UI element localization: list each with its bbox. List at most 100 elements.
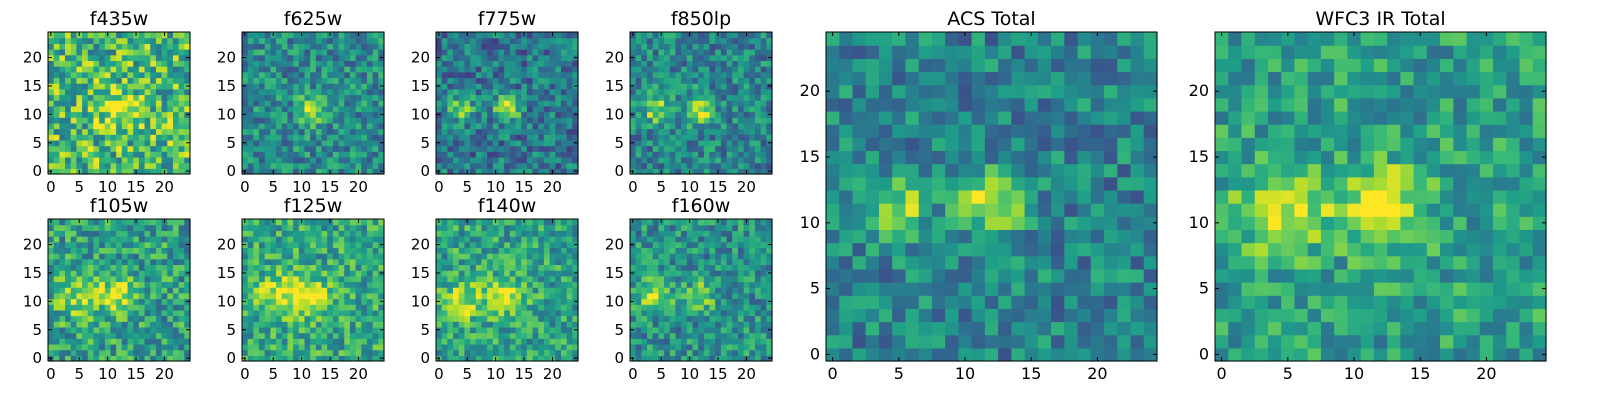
- heatmap-cell: [441, 315, 448, 322]
- heatmap-cell: [110, 71, 117, 79]
- heatmap-cell: [355, 49, 362, 56]
- heatmap-cell: [70, 100, 77, 107]
- heatmap-cell: [532, 71, 539, 79]
- heatmap-cell: [669, 281, 677, 288]
- heatmap-cell: [737, 83, 745, 90]
- heatmap-cell: [304, 54, 311, 61]
- heatmap-cell: [298, 292, 306, 300]
- heatmap-cell: [658, 77, 665, 84]
- heatmap-cell: [242, 117, 249, 124]
- heatmap-cell: [675, 162, 682, 169]
- heatmap-cell: [144, 105, 151, 113]
- heatmap-cell: [378, 66, 385, 73]
- heatmap-cell: [93, 292, 100, 300]
- heatmap-cell: [127, 66, 134, 73]
- heatmap-cell: [53, 134, 60, 141]
- heatmap-cell: [355, 88, 362, 96]
- heatmap-cell: [372, 37, 379, 44]
- heatmap-cell: [355, 134, 362, 141]
- heatmap-cell: [475, 83, 483, 90]
- heatmap-cell: [453, 139, 460, 147]
- heatmap-cell: [515, 156, 522, 164]
- heatmap-cell: [509, 66, 517, 73]
- heatmap-cell: [144, 321, 151, 328]
- heatmap-cell: [686, 315, 694, 322]
- heatmap-cell: [378, 224, 385, 231]
- heatmap-cell: [709, 77, 716, 84]
- heatmap-cell: [470, 219, 477, 226]
- heatmap-cell: [481, 66, 488, 73]
- heatmap-cell: [93, 241, 100, 248]
- heatmap-cell: [150, 309, 157, 317]
- heatmap-cell: [709, 43, 716, 50]
- heatmap-cell: [675, 298, 682, 305]
- heatmap-cell: [344, 219, 351, 226]
- heatmap-cell: [281, 117, 289, 124]
- heatmap-cell: [720, 343, 728, 351]
- heatmap-cell: [253, 343, 260, 351]
- heatmap-cell: [509, 105, 517, 113]
- heatmap-cell: [635, 105, 642, 113]
- heatmap-cell: [487, 241, 494, 248]
- heatmap-cell: [641, 66, 648, 73]
- heatmap-cell: [76, 315, 83, 322]
- heatmap-cell: [543, 292, 551, 300]
- heatmap-cell: [458, 139, 465, 147]
- heatmap-cell: [498, 275, 505, 283]
- heatmap-cell: [372, 315, 379, 322]
- heatmap-cell: [458, 236, 465, 243]
- heatmap-cell: [481, 37, 488, 44]
- heatmap-cell: [532, 338, 539, 345]
- heatmap-cell: [264, 54, 271, 61]
- heatmap-cell: [521, 224, 528, 231]
- heatmap-cell: [349, 49, 357, 56]
- heatmap-cell: [344, 304, 351, 311]
- heatmap-cell: [138, 349, 146, 356]
- heatmap-cell: [749, 37, 756, 44]
- heatmap-cell: [526, 128, 534, 135]
- heatmap-cell: [293, 287, 300, 294]
- heatmap-cell: [749, 134, 756, 141]
- heatmap-cell: [737, 292, 745, 300]
- heatmap-cell: [766, 162, 773, 169]
- heatmap-cell: [743, 117, 750, 124]
- heatmap-cell: [538, 332, 545, 339]
- heatmap-cell: [361, 258, 368, 266]
- heatmap-cell: [355, 145, 362, 152]
- heatmap-cell: [293, 275, 300, 283]
- heatmap-cell: [65, 241, 72, 248]
- heatmap-cell: [184, 100, 191, 107]
- heatmap-cell: [698, 332, 705, 339]
- heatmap-cell: [361, 230, 368, 237]
- heatmap-cell: [332, 54, 340, 61]
- heatmap-cell: [464, 236, 471, 243]
- heatmap-cell: [259, 151, 266, 158]
- heatmap-cell: [703, 304, 711, 311]
- heatmap-cell: [652, 60, 659, 67]
- heatmap-cell: [344, 105, 351, 113]
- heatmap-cell: [760, 298, 767, 305]
- heatmap-cell: [242, 258, 249, 266]
- heatmap-cell: [754, 111, 762, 118]
- heatmap-cell: [686, 117, 694, 124]
- heatmap-cell: [172, 292, 180, 300]
- heatmap-cell: [481, 343, 488, 351]
- heatmap-cell: [481, 315, 488, 322]
- heatmap-cell: [82, 230, 89, 237]
- heatmap-cell: [647, 100, 654, 107]
- heatmap-cell: [453, 54, 460, 61]
- heatmap-cell: [99, 168, 106, 175]
- heatmap-cell: [686, 326, 694, 334]
- heatmap-cell: [116, 343, 123, 351]
- heatmap-cell: [492, 253, 500, 260]
- heatmap-cell: [264, 66, 271, 73]
- heatmap-cell: [344, 275, 351, 283]
- heatmap-cell: [327, 83, 334, 90]
- heatmap-cell: [133, 315, 140, 322]
- heatmap-cell: [321, 66, 328, 73]
- heatmap-cell: [161, 43, 168, 50]
- heatmap-cell: [361, 219, 368, 226]
- heatmap-cell: [475, 60, 483, 67]
- heatmap-cell: [298, 88, 306, 96]
- heatmap-cell: [566, 83, 573, 90]
